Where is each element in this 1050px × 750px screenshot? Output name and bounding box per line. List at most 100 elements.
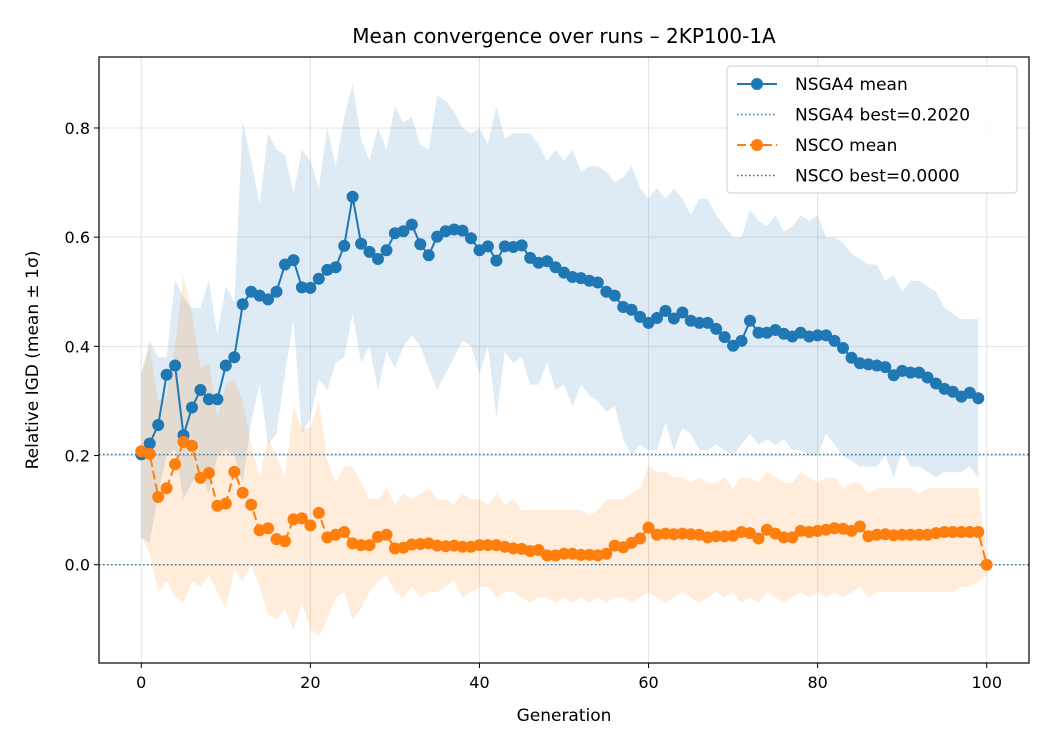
data-point bbox=[904, 366, 917, 379]
data-point bbox=[718, 331, 731, 344]
x-axis-label: Generation bbox=[517, 706, 612, 726]
y-tick-label: 0.8 bbox=[65, 119, 90, 138]
data-point bbox=[651, 312, 663, 324]
data-point bbox=[202, 393, 215, 406]
data-point bbox=[236, 486, 249, 499]
data-point bbox=[363, 245, 376, 258]
data-point bbox=[980, 558, 993, 571]
data-point bbox=[388, 542, 401, 555]
y-axis-label: Relative IGD (mean ± 1σ) bbox=[23, 251, 43, 470]
data-point bbox=[498, 240, 511, 253]
y-tick-label: 0.4 bbox=[65, 337, 90, 356]
data-point bbox=[532, 544, 545, 556]
data-point bbox=[591, 276, 604, 289]
data-point bbox=[245, 498, 258, 511]
data-point bbox=[676, 306, 689, 319]
data-point bbox=[786, 531, 799, 544]
x-tick-label: 0 bbox=[136, 673, 146, 692]
data-point bbox=[634, 310, 647, 323]
data-point bbox=[684, 528, 697, 541]
legend-label: NSCO mean bbox=[795, 136, 897, 156]
legend-label: NSGA4 mean bbox=[795, 75, 908, 95]
y-tick-label: 0.0 bbox=[65, 556, 90, 575]
data-point bbox=[397, 225, 410, 238]
data-point bbox=[972, 526, 985, 538]
data-point bbox=[346, 190, 359, 203]
data-point bbox=[837, 342, 849, 354]
data-point bbox=[777, 531, 790, 544]
legend-item: NSCO best=0.0000 bbox=[737, 167, 960, 187]
data-point bbox=[380, 244, 393, 257]
data-point bbox=[744, 314, 756, 327]
legend-marker bbox=[751, 139, 763, 151]
data-point bbox=[701, 316, 714, 329]
data-point bbox=[481, 539, 494, 552]
data-point bbox=[574, 548, 587, 561]
data-point bbox=[295, 281, 308, 294]
data-point bbox=[710, 322, 723, 335]
legend: NSGA4 mean NSGA4 best=0.2020 NSCO mean NSCO… bbox=[726, 65, 1018, 194]
data-point bbox=[211, 393, 224, 406]
data-point bbox=[896, 528, 909, 541]
data-point bbox=[541, 255, 554, 268]
chart-title: Mean convergence over runs – 2KP100-1A bbox=[352, 24, 776, 48]
data-point bbox=[329, 261, 342, 274]
x-tick-label: 40 bbox=[469, 673, 489, 692]
data-point bbox=[693, 316, 706, 329]
data-point bbox=[718, 530, 731, 543]
y-tick-label: 0.2 bbox=[65, 447, 90, 466]
data-point bbox=[963, 526, 976, 538]
data-point bbox=[465, 232, 477, 245]
data-point bbox=[473, 539, 486, 552]
data-point bbox=[228, 351, 241, 364]
data-point bbox=[219, 359, 232, 372]
data-point bbox=[338, 239, 351, 252]
data-point bbox=[160, 482, 173, 495]
data-point bbox=[955, 526, 968, 538]
data-point bbox=[169, 458, 182, 471]
data-point bbox=[228, 465, 241, 478]
data-point bbox=[456, 224, 469, 237]
data-point bbox=[879, 361, 892, 374]
data-point bbox=[938, 526, 951, 538]
x-tick-label: 20 bbox=[300, 673, 320, 692]
data-point bbox=[853, 520, 866, 533]
data-point bbox=[338, 526, 351, 538]
data-point bbox=[202, 467, 215, 479]
data-point bbox=[422, 249, 435, 262]
data-point bbox=[405, 538, 418, 551]
data-point bbox=[608, 289, 621, 302]
x-tick-label: 100 bbox=[971, 673, 1002, 692]
data-point bbox=[634, 532, 647, 545]
data-point bbox=[414, 238, 427, 251]
data-point bbox=[904, 528, 917, 541]
data-point bbox=[372, 253, 384, 265]
legend-label: NSGA4 best=0.2020 bbox=[795, 106, 970, 126]
data-point bbox=[752, 532, 765, 545]
data-point bbox=[642, 521, 655, 534]
data-point bbox=[887, 529, 900, 542]
data-point bbox=[735, 334, 748, 347]
data-point bbox=[186, 439, 198, 452]
data-point bbox=[456, 540, 469, 553]
data-point bbox=[143, 447, 156, 460]
data-point bbox=[279, 535, 291, 548]
data-point bbox=[312, 506, 325, 519]
data-point bbox=[625, 303, 638, 316]
data-point bbox=[667, 312, 680, 325]
data-point bbox=[913, 528, 926, 541]
data-point bbox=[194, 384, 207, 396]
data-point bbox=[169, 359, 182, 372]
data-point bbox=[710, 530, 723, 543]
data-point bbox=[870, 528, 883, 541]
data-point bbox=[972, 392, 985, 405]
data-point bbox=[921, 371, 934, 384]
data-point bbox=[380, 528, 393, 541]
data-point bbox=[295, 512, 308, 525]
data-point bbox=[946, 526, 959, 538]
legend-item: NSGA4 mean bbox=[737, 75, 908, 95]
data-point bbox=[186, 401, 198, 414]
data-point bbox=[270, 285, 283, 298]
legend-item: NSGA4 best=0.2020 bbox=[737, 106, 970, 126]
